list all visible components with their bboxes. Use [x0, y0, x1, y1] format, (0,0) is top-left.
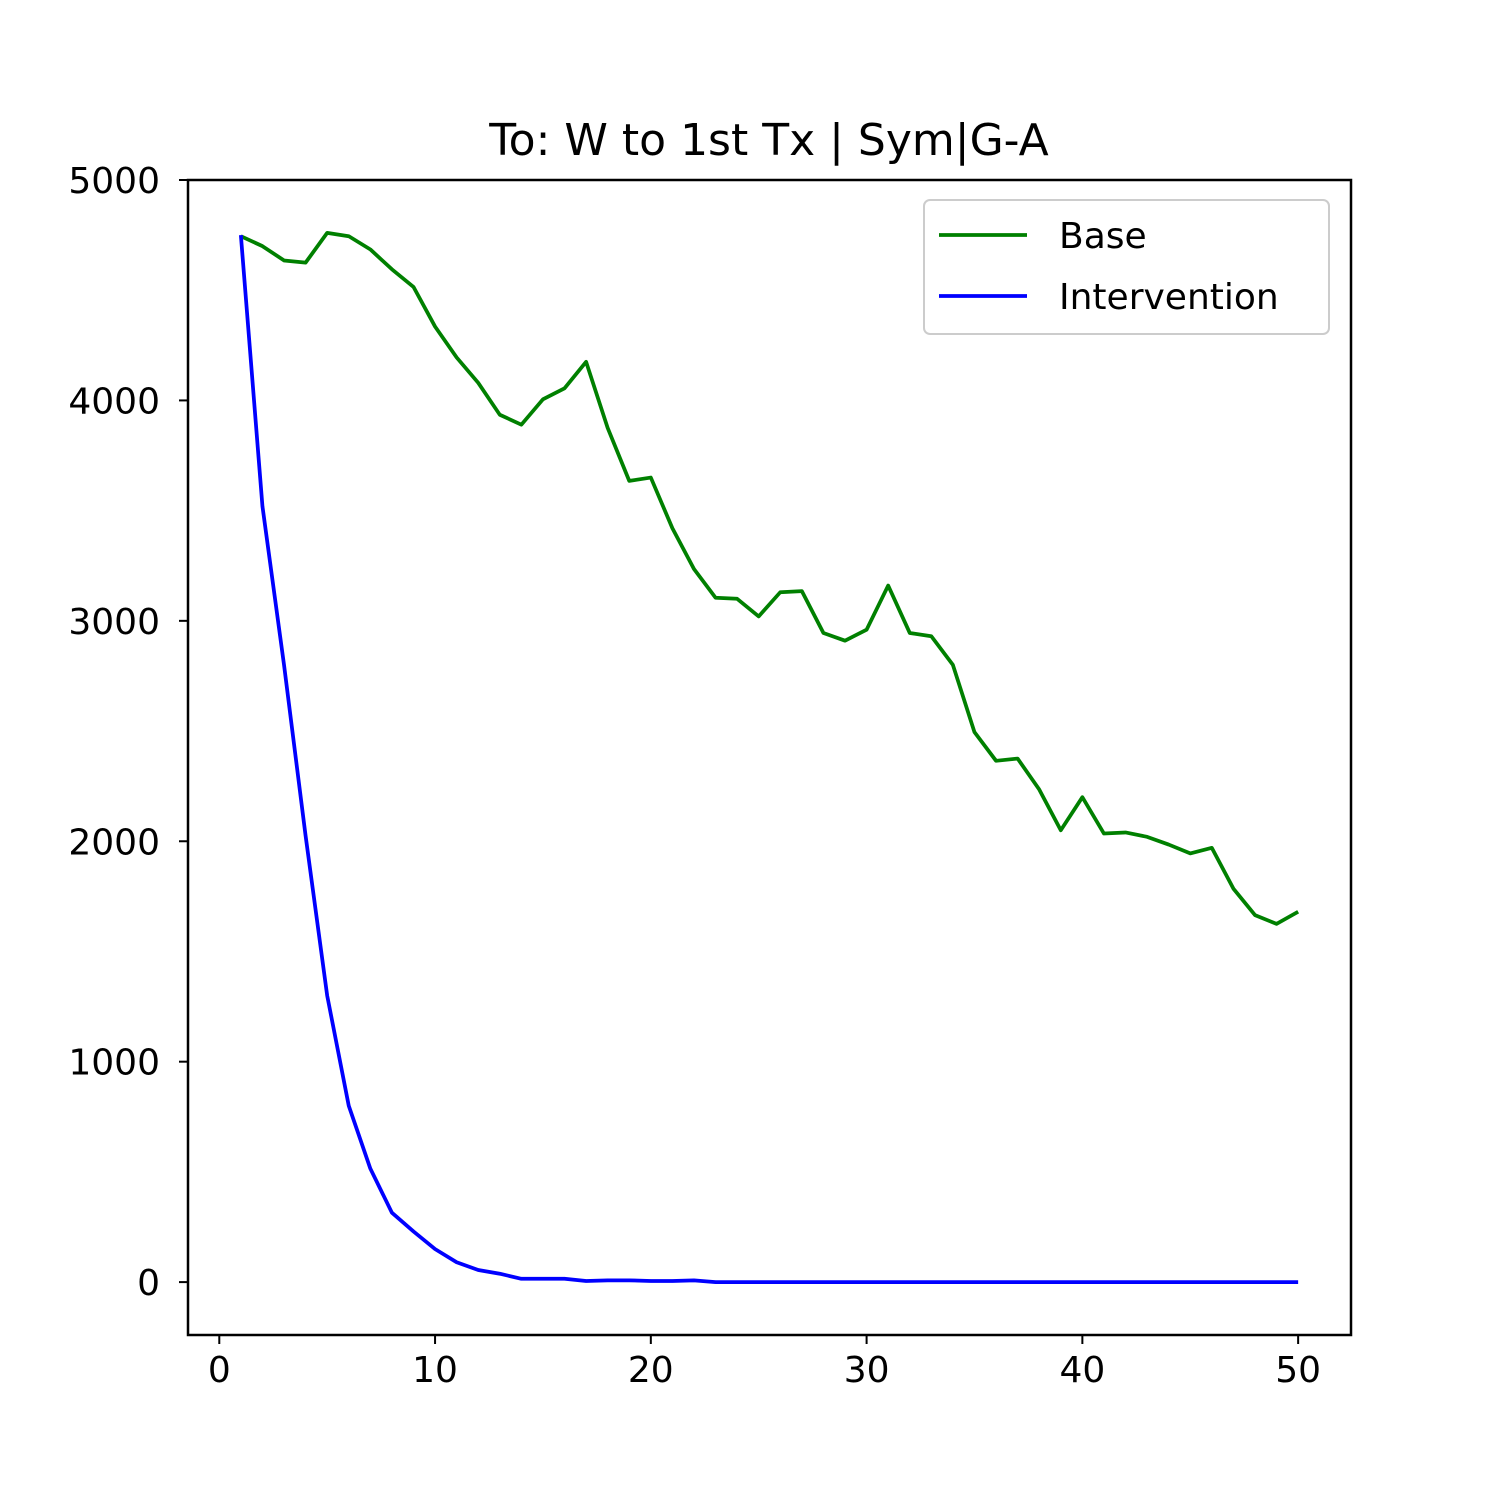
plot-area: [186, 178, 1353, 1337]
x-tick-label: 40: [1059, 1350, 1105, 1391]
series-layer: [238, 231, 1300, 1284]
legend-label-intervention: Intervention: [1059, 277, 1279, 318]
x-axis: 0 10 20 30 40 50: [208, 1335, 1321, 1391]
series-line-intervention: [238, 234, 1299, 1284]
y-tick-label: 3000: [68, 602, 160, 643]
x-tick-label: 30: [844, 1350, 890, 1391]
y-axis: 0 1000 2000 3000 4000 5000: [68, 161, 188, 1304]
legend: Base Intervention: [923, 199, 1330, 335]
x-tick-label: 20: [628, 1350, 674, 1391]
y-tick-label: 5000: [68, 161, 160, 202]
legend-label-base: Base: [1059, 216, 1147, 257]
chart-title: To: W to 1st Tx | Sym|G-A: [488, 115, 1048, 166]
series-line-base: [240, 231, 1300, 926]
y-tick-label: 2000: [68, 822, 160, 863]
y-tick-label: 1000: [68, 1043, 160, 1084]
y-tick-label: 4000: [68, 381, 160, 422]
y-tick-label: 0: [137, 1263, 160, 1304]
x-tick-label: 50: [1275, 1350, 1321, 1391]
plot-frame: [186, 178, 1353, 1337]
x-tick-label: 0: [208, 1350, 231, 1391]
x-tick-label: 10: [412, 1350, 458, 1391]
